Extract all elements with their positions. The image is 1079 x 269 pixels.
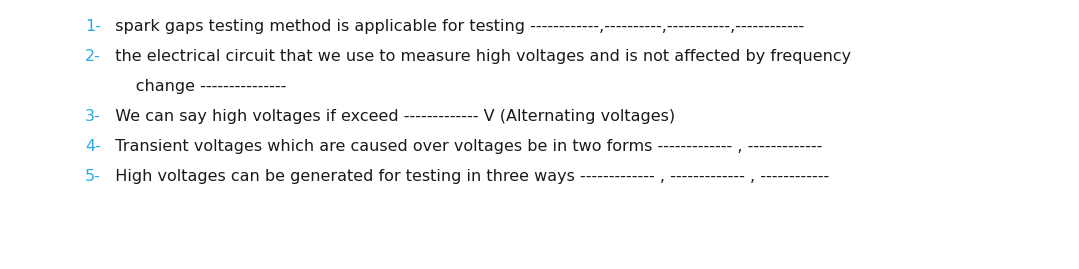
Text: High voltages can be generated for testing in three ways ------------- , -------: High voltages can be generated for testi… — [105, 169, 830, 184]
Text: 5-: 5- — [85, 169, 100, 184]
Text: the electrical circuit that we use to measure high voltages and is not affected : the electrical circuit that we use to me… — [105, 49, 851, 64]
Text: spark gaps testing method is applicable for testing ------------,----------,----: spark gaps testing method is applicable … — [105, 19, 804, 34]
Text: Transient voltages which are caused over voltages be in two forms ------------- : Transient voltages which are caused over… — [105, 139, 822, 154]
Text: 2-: 2- — [85, 49, 100, 64]
Text: 3-: 3- — [85, 109, 100, 124]
Text: change ---------------: change --------------- — [105, 79, 286, 94]
Text: 4-: 4- — [85, 139, 100, 154]
Text: We can say high voltages if exceed ------------- V (Alternating voltages): We can say high voltages if exceed -----… — [105, 109, 675, 124]
Text: 1-: 1- — [85, 19, 101, 34]
